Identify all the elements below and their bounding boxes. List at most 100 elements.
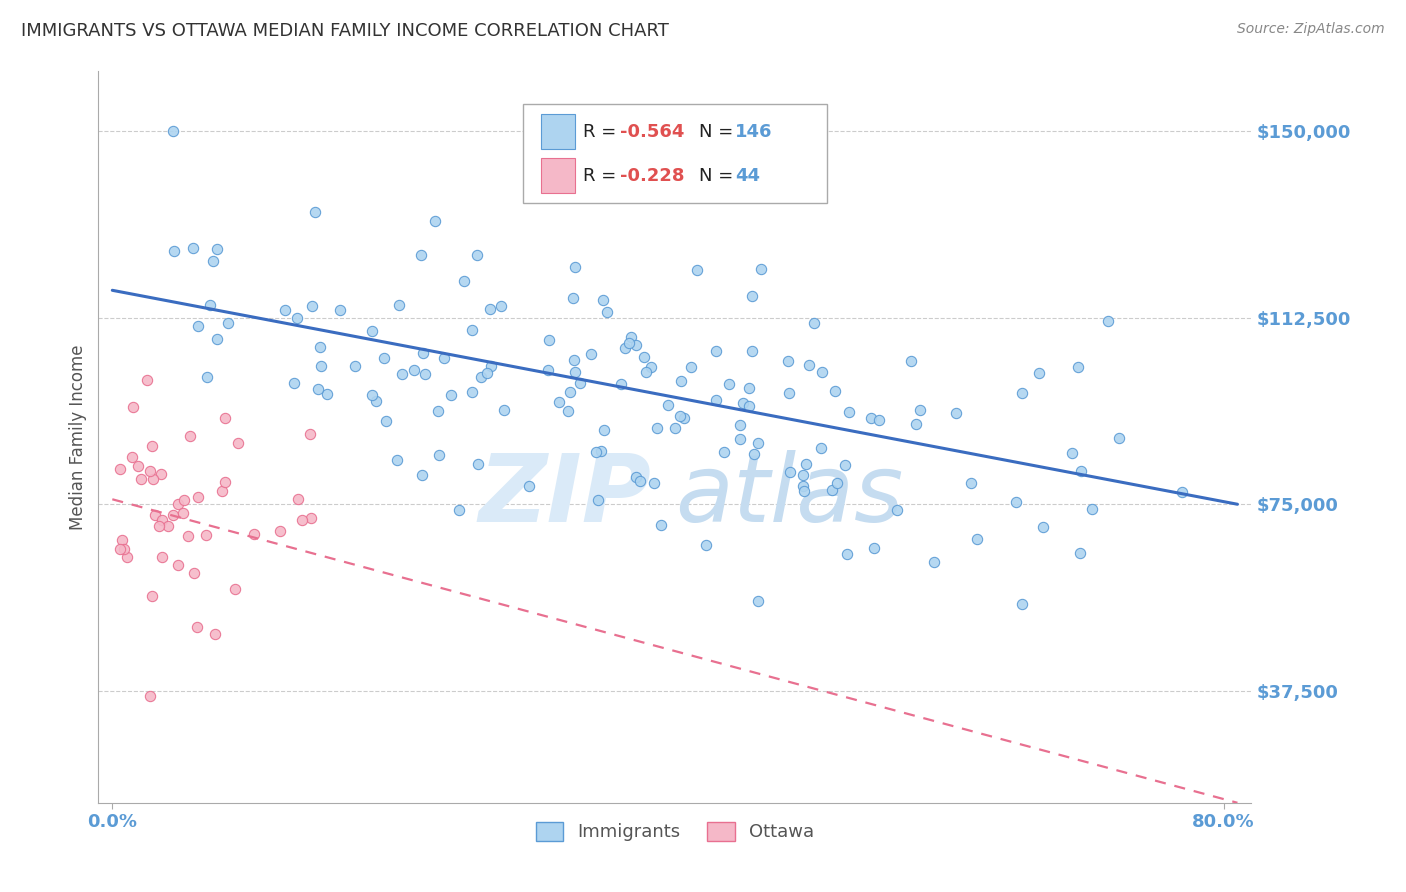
Point [538, 333, 561, 347]
Point [207, 332, 229, 346]
Point [619, 336, 641, 351]
Point [862, 541, 884, 556]
Point [614, 341, 637, 355]
Point [366, 393, 388, 408]
Point [465, 248, 488, 262]
Point [1011, 597, 1033, 611]
Point [562, 353, 585, 368]
Point [1081, 501, 1104, 516]
Point [537, 363, 560, 377]
Point [433, 351, 456, 365]
Y-axis label: Median Family Income: Median Family Income [69, 344, 87, 530]
Point [810, 366, 832, 380]
Point [470, 370, 492, 384]
Point [738, 400, 761, 414]
Point [143, 508, 166, 522]
Point [461, 385, 484, 400]
Point [548, 395, 571, 409]
Point [117, 549, 139, 564]
Point [633, 350, 655, 364]
Point [167, 496, 190, 510]
Point [177, 529, 200, 543]
Point [1108, 431, 1130, 445]
Point [287, 491, 309, 506]
Point [645, 421, 668, 435]
Point [135, 373, 157, 387]
Text: R =: R = [583, 168, 623, 186]
Point [564, 260, 586, 275]
Point [129, 472, 152, 486]
Point [834, 458, 856, 473]
Point [1032, 520, 1054, 534]
Point [181, 241, 204, 255]
Point [361, 324, 384, 338]
Point [460, 323, 482, 337]
Point [620, 329, 643, 343]
Point [657, 398, 679, 412]
Point [569, 376, 592, 390]
Point [479, 359, 502, 374]
Point [810, 442, 832, 456]
Point [315, 387, 337, 401]
Point [704, 392, 727, 407]
Point [628, 474, 651, 488]
Point [643, 476, 665, 491]
Point [329, 302, 352, 317]
Point [373, 351, 395, 365]
Point [409, 247, 432, 261]
Point [779, 465, 801, 479]
Point [108, 462, 131, 476]
Point [1070, 464, 1092, 478]
Point [672, 410, 695, 425]
Point [187, 490, 209, 504]
Point [626, 338, 648, 352]
Point [741, 344, 763, 359]
Point [557, 404, 579, 418]
Point [298, 427, 321, 442]
Point [1062, 446, 1084, 460]
Point [650, 518, 672, 533]
Point [669, 409, 692, 424]
Text: 44: 44 [735, 168, 761, 186]
Text: ZIP: ZIP [479, 450, 652, 541]
Point [141, 590, 163, 604]
Point [387, 452, 409, 467]
Point [427, 449, 450, 463]
Point [214, 475, 236, 490]
Point [121, 450, 143, 465]
Point [139, 464, 162, 478]
Text: Source: ZipAtlas.com: Source: ZipAtlas.com [1237, 22, 1385, 37]
Text: atlas: atlas [675, 450, 903, 541]
Point [274, 303, 297, 318]
Point [150, 513, 173, 527]
Point [423, 214, 446, 228]
Point [586, 493, 609, 508]
Point [375, 414, 398, 428]
Point [624, 469, 647, 483]
Point [747, 436, 769, 450]
Point [820, 483, 842, 498]
Point [1097, 314, 1119, 328]
Point [307, 382, 329, 396]
Point [201, 253, 224, 268]
Point [747, 594, 769, 608]
Point [150, 550, 173, 565]
Point [838, 405, 860, 419]
Legend: Immigrants, Ottawa: Immigrants, Ottawa [529, 814, 821, 848]
Point [744, 447, 766, 461]
Point [704, 344, 727, 359]
Point [792, 468, 814, 483]
Point [304, 205, 326, 219]
Text: R =: R = [583, 123, 623, 141]
Point [197, 369, 219, 384]
Point [243, 527, 266, 541]
Point [141, 439, 163, 453]
Point [741, 288, 763, 302]
Point [640, 359, 662, 374]
Point [453, 274, 475, 288]
Point [679, 360, 702, 375]
Point [426, 404, 449, 418]
Point [142, 472, 165, 486]
Point [224, 582, 246, 597]
Point [718, 377, 741, 392]
